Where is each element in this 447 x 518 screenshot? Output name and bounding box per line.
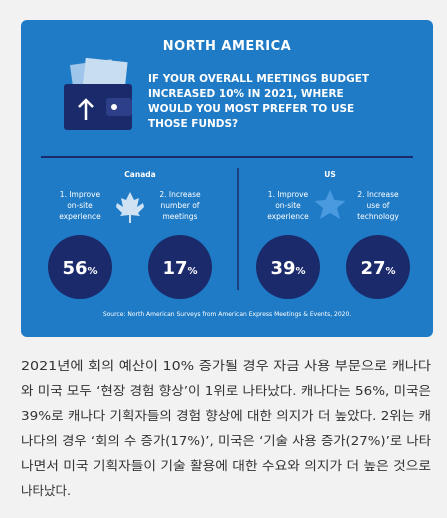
- item-label: experience: [267, 212, 309, 221]
- item-label: 1. Improve: [268, 190, 309, 199]
- question-line: IF YOUR OVERALL MEETINGS BUDGET: [148, 73, 370, 85]
- stat-value: 27: [360, 258, 385, 279]
- stat: 17%: [162, 258, 197, 279]
- question-line: THOSE FUNDS?: [148, 118, 238, 130]
- stat-unit: %: [88, 266, 98, 277]
- maple-leaf-icon: [116, 192, 144, 223]
- stat: 56%: [62, 258, 97, 279]
- item-label: technology: [357, 212, 399, 221]
- item-label: on-site: [67, 201, 93, 210]
- item-label: 2. Increase: [159, 190, 201, 199]
- star-icon: [314, 190, 346, 219]
- item-label: number of: [161, 201, 200, 210]
- item-label: meetings: [163, 212, 198, 221]
- item-label: 1. Improve: [60, 190, 101, 199]
- body-line: 나면서 미국 기획자들이 기술 활용에 대한 수요와 의지가 더 높은 것으로: [21, 458, 431, 473]
- stat-value: 17: [162, 258, 187, 279]
- question-line: INCREASED 10% IN 2021, WHERE: [148, 88, 344, 100]
- body-line: 2021년에 회의 예산이 10% 증가될 경우 자금 사용 부문으로 캐나다: [21, 358, 432, 373]
- item-label: on-site: [275, 201, 301, 210]
- question-line: WOULD YOU MOST PREFER TO USE: [148, 103, 354, 115]
- item-label: experience: [59, 212, 101, 221]
- stat-circle: [48, 235, 112, 299]
- body-line: 39%로 캐나다 기획자들의 경험 향상에 대한 의지가 더 높았다. 2위는 …: [21, 408, 431, 423]
- body-line: 와 미국 모두 ‘현장 경험 향상’이 1위로 나타났다. 캐나다는 56%, …: [21, 383, 431, 398]
- item-label: 2. Increase: [357, 190, 399, 199]
- wallet-icon: [64, 57, 132, 130]
- region-name: US: [324, 170, 336, 179]
- source: Source: North American Surveys from Amer…: [103, 311, 351, 318]
- stat-unit: %: [386, 266, 396, 277]
- stat: 39%: [270, 258, 305, 279]
- region-name: Canada: [124, 170, 155, 179]
- stat: 27%: [360, 258, 395, 279]
- stat-circle: [148, 235, 212, 299]
- stat-circle: [346, 235, 410, 299]
- item-label: use of: [367, 201, 390, 210]
- panel-title: NORTH AMERICA: [163, 39, 291, 54]
- stat-value: 56: [62, 258, 87, 279]
- stat-unit: %: [296, 266, 306, 277]
- stat-circle: [256, 235, 320, 299]
- body-line: 나다의 경우 ‘회의 수 증가(17%)’, 미국은 ‘기술 사용 증가(27%…: [21, 433, 432, 448]
- stat-value: 39: [270, 258, 295, 279]
- body-line: 나타났다.: [21, 483, 71, 498]
- stat-unit: %: [188, 266, 198, 277]
